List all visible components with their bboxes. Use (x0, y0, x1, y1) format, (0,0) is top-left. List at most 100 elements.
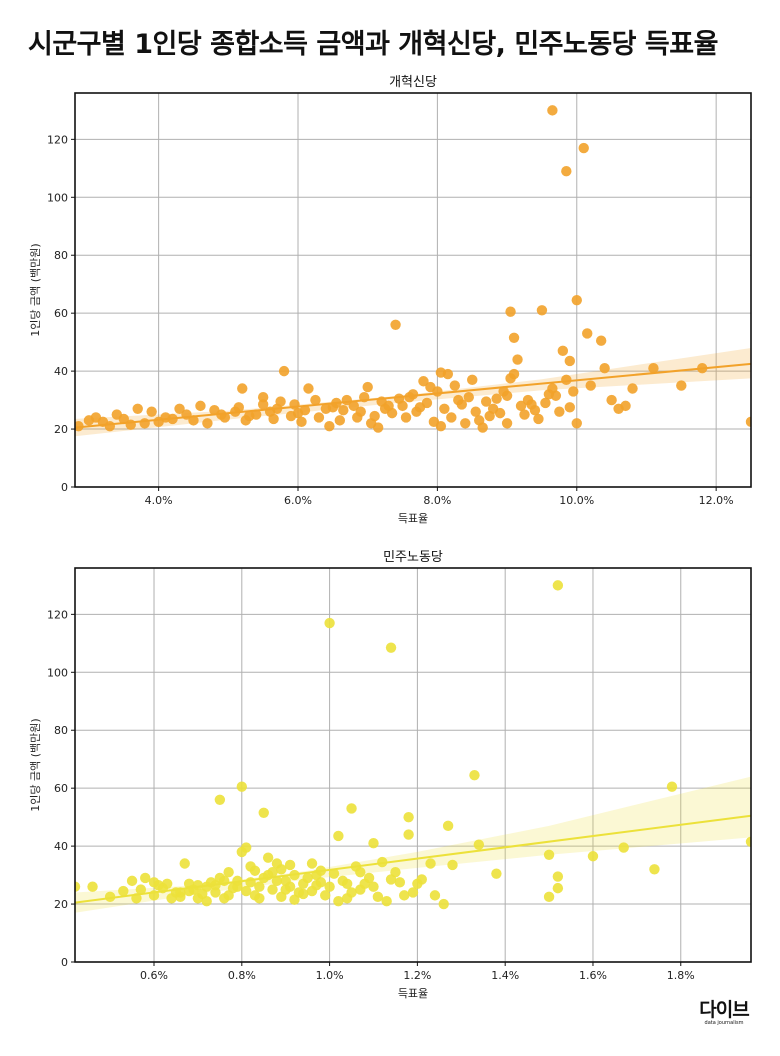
x-axis-label: 득표율 (398, 512, 428, 525)
data-point (214, 794, 226, 805)
data-point (543, 849, 555, 861)
data-point (268, 413, 279, 425)
data-point (390, 319, 401, 330)
data-point (526, 399, 537, 410)
data-point (328, 868, 340, 879)
data-point (536, 305, 548, 316)
data-point (298, 888, 309, 900)
x-tick-label: 1.6% (579, 969, 607, 982)
y-tick-label: 120 (47, 608, 68, 621)
data-point (407, 389, 419, 400)
y-tick-label: 100 (47, 191, 68, 204)
panel-title: 민주노동당 (383, 550, 443, 565)
y-axis-label: 1인당 금액 (백만원) (29, 243, 42, 336)
data-point (223, 866, 234, 878)
x-tick-label: 12.0% (699, 494, 734, 507)
data-point (359, 878, 370, 889)
logo: 다이브 data journalism (694, 1000, 754, 1027)
data-point (473, 839, 485, 850)
y-tick-label: 60 (54, 782, 68, 795)
data-point (561, 374, 572, 386)
data-point (352, 412, 363, 423)
data-point (595, 335, 607, 346)
data-point (249, 865, 261, 876)
data-point (341, 394, 352, 406)
data-point (278, 365, 290, 377)
data-point (313, 412, 325, 423)
data-point (257, 399, 269, 410)
panel-2: 0.6% 0.8% 1.0% 1.2% 1.4% 1.6% 1.8% 0 20 40 60 80 100… (29, 550, 752, 1000)
data-point (393, 393, 405, 404)
x-tick-label: 1.8% (667, 969, 695, 982)
data-point (240, 885, 252, 897)
data-point (139, 418, 150, 429)
y-tick-label: 60 (54, 307, 68, 320)
data-point (456, 399, 467, 410)
data-point (285, 410, 297, 422)
data-point (745, 416, 751, 428)
data-point (582, 328, 593, 339)
data-point (132, 403, 143, 414)
scatter-points (75, 105, 751, 433)
data-point (470, 406, 481, 417)
y-axis-label: 1인당 금액 (백만원) (29, 718, 42, 811)
data-point (276, 891, 287, 903)
data-point (552, 580, 564, 591)
data-point (372, 891, 384, 903)
data-point (346, 887, 357, 898)
data-point (552, 882, 564, 894)
data-point (161, 878, 173, 889)
data-point (271, 875, 283, 887)
data-point (306, 858, 318, 869)
data-point (620, 400, 631, 412)
y-tick-label: 20 (54, 423, 68, 436)
data-point (484, 410, 495, 422)
data-point (399, 890, 410, 901)
data-point (547, 383, 558, 394)
data-point (262, 852, 274, 863)
data-point (209, 405, 220, 416)
data-point (153, 416, 164, 428)
data-point (146, 406, 157, 417)
data-point (512, 354, 523, 365)
data-point (179, 858, 190, 869)
data-point (407, 887, 419, 898)
x-tick-label: 1.0% (316, 969, 344, 982)
data-point (289, 894, 300, 905)
plot-frame (74, 567, 752, 963)
x-tick-label: 10.0% (559, 494, 594, 507)
data-point (585, 380, 596, 391)
data-point (310, 394, 321, 406)
x-axis-label: 득표율 (398, 987, 428, 1000)
x-tick-label: 0.6% (140, 969, 168, 982)
logo-name: 다이브 (699, 999, 749, 1021)
data-point (302, 872, 313, 884)
data-point (385, 642, 397, 653)
data-point (276, 864, 287, 875)
data-point (324, 617, 335, 629)
data-point (469, 769, 480, 781)
data-point (564, 355, 576, 367)
data-point (258, 807, 269, 819)
plot-frame (74, 92, 752, 488)
data-point (254, 881, 265, 892)
data-point (442, 820, 454, 832)
data-point (477, 422, 488, 433)
data-point (223, 890, 234, 901)
y-tick-label: 40 (54, 840, 68, 853)
data-point (232, 881, 243, 892)
data-point (188, 415, 199, 426)
panel-title: 개혁신당 (389, 75, 437, 90)
data-point (447, 859, 458, 871)
data-point (166, 893, 177, 904)
data-point (368, 838, 379, 849)
data-point (372, 422, 384, 433)
data-point (599, 363, 610, 374)
data-point (303, 383, 314, 394)
data-point (515, 400, 527, 412)
data-point (648, 363, 659, 374)
x-tick-label: 0.8% (228, 969, 256, 982)
data-point (333, 895, 344, 907)
data-point (267, 884, 278, 895)
data-point (299, 405, 311, 416)
